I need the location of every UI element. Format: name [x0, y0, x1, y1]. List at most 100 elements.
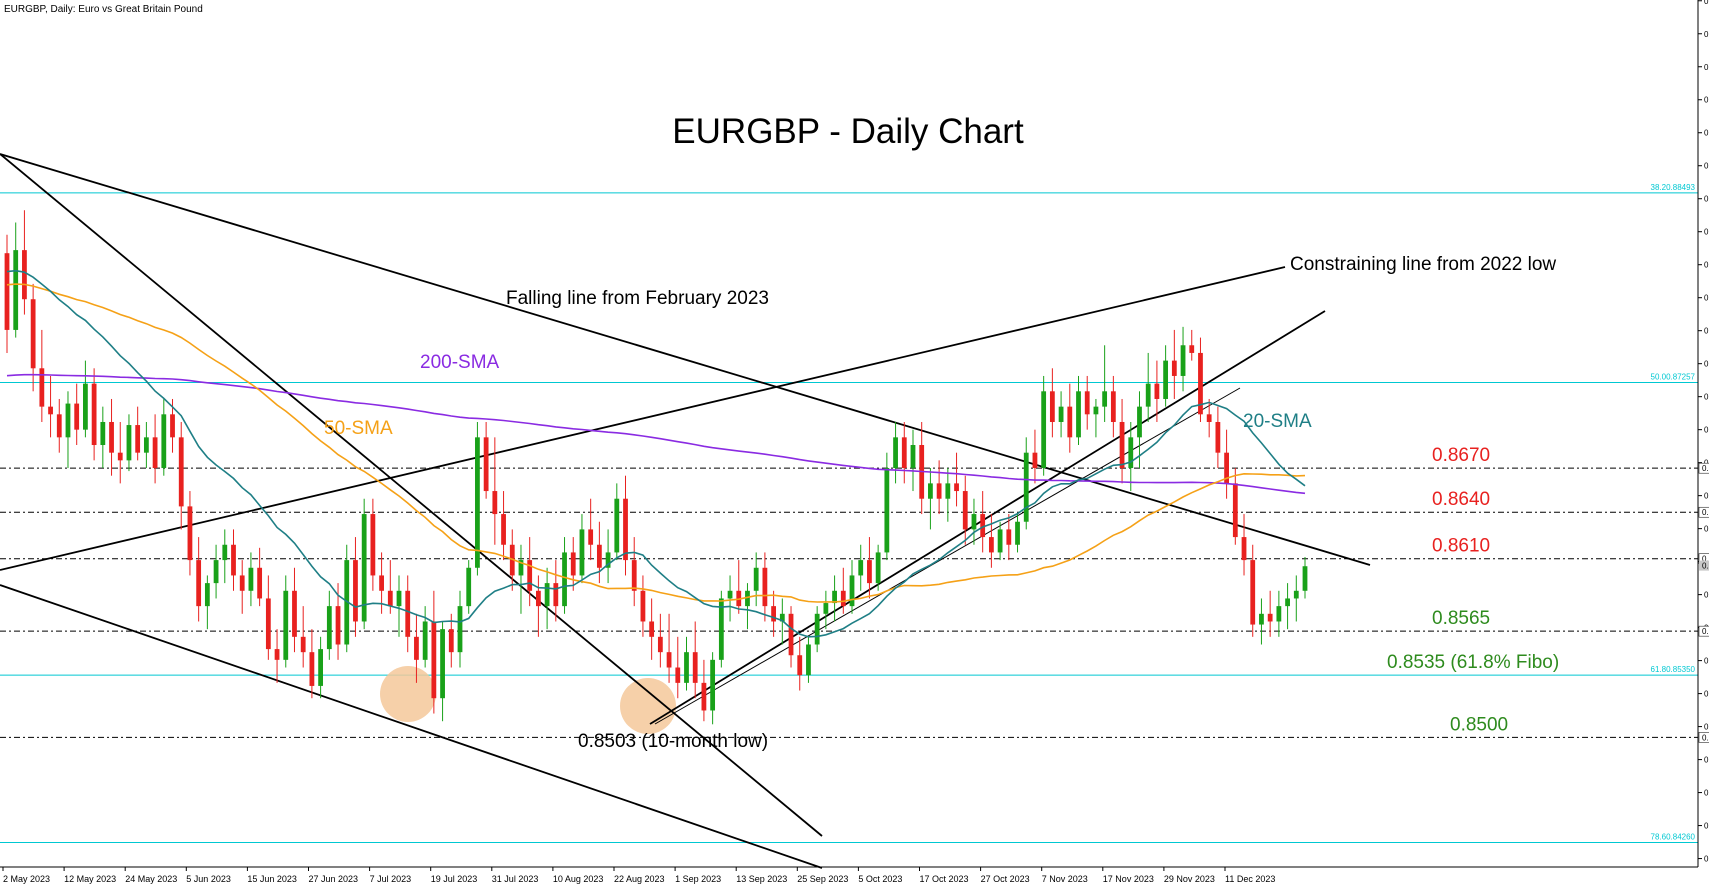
- candle-bull: [161, 414, 167, 469]
- candle-bull: [832, 590, 837, 604]
- candle-bear: [771, 606, 776, 622]
- candle-bear: [152, 437, 158, 469]
- candle-bull: [100, 421, 106, 446]
- candle-bear: [536, 590, 541, 607]
- price-tag-box: [1698, 462, 1709, 474]
- candle-bear: [109, 421, 114, 453]
- candle-bear: [797, 655, 803, 676]
- candle-bear: [492, 491, 498, 515]
- y-tick-label: 0.86950: [1704, 426, 1709, 435]
- price-tag-label: 0.86412: [1702, 508, 1709, 517]
- candle-bear: [509, 544, 515, 576]
- candle-bear: [553, 583, 559, 607]
- channel-upper-line: [0, 153, 823, 837]
- channel-lower-line: [0, 584, 823, 869]
- candle-bear: [483, 437, 489, 492]
- candle-bull: [65, 403, 71, 438]
- fibo-label: 50.00.87257: [1651, 373, 1696, 382]
- candle-bear: [596, 544, 602, 568]
- candle-bear: [962, 491, 968, 530]
- candle-bear: [840, 590, 846, 607]
- candle-bear: [196, 560, 202, 607]
- candle-bear: [631, 560, 637, 591]
- sma200-line: [6, 373, 1306, 495]
- candle-bear: [666, 652, 672, 668]
- candle-bull: [684, 652, 689, 683]
- x-tick-label: 5 Jun 2023: [186, 874, 231, 884]
- candle-bear: [762, 567, 768, 607]
- x-tick-label: 7 Jul 2023: [370, 874, 412, 884]
- x-tick-label: 7 Nov 2023: [1042, 874, 1088, 884]
- candle-bull: [204, 583, 210, 607]
- fibo-label: 78.60.84260: [1651, 832, 1696, 841]
- candle-bull: [928, 483, 933, 499]
- candle-bull: [849, 575, 855, 607]
- candle-bear: [649, 621, 655, 637]
- y-tick-label: 0.88455: [1704, 195, 1709, 204]
- y-tick-label: 0.88885: [1704, 129, 1709, 138]
- candle-bear: [1171, 360, 1177, 376]
- y-tick-label: 0.84800: [1704, 756, 1709, 765]
- candle-bull: [614, 498, 620, 553]
- candle-bear: [980, 514, 986, 538]
- sma20-label: 20-SMA: [1243, 411, 1312, 432]
- y-tick-label: 0.85230: [1704, 690, 1709, 699]
- candle-bull: [910, 445, 916, 469]
- low-annotation: 0.8503 (10-month low): [578, 731, 768, 752]
- candle-bear: [527, 560, 533, 591]
- constraining-line-label: Constraining line from 2022 low: [1290, 254, 1556, 275]
- moving-averages: [6, 269, 1306, 638]
- y-tick-label: 0.86305: [1704, 525, 1709, 534]
- candle-bear: [623, 498, 628, 561]
- candle-bear: [1189, 345, 1195, 353]
- candle-bear: [1006, 529, 1012, 545]
- candle-bull: [1093, 406, 1099, 415]
- candle-bull: [893, 437, 898, 469]
- x-tick-label: 31 Jul 2023: [492, 874, 539, 884]
- candle-bull: [1128, 437, 1134, 469]
- x-tick-label: 22 Aug 2023: [614, 874, 665, 884]
- candle-bear: [1198, 352, 1203, 415]
- x-tick-label: 15 Jun 2023: [247, 874, 297, 884]
- x-tick-label: 27 Jun 2023: [309, 874, 359, 884]
- candle-bear: [1084, 391, 1090, 415]
- candle-bear: [56, 414, 62, 438]
- last-price-tag-box: [1699, 560, 1709, 571]
- candle-bear: [178, 437, 184, 507]
- candle-bear: [231, 544, 236, 576]
- candle-bear: [1110, 391, 1116, 422]
- candle-bear: [22, 250, 27, 300]
- trend-lines: [0, 153, 1371, 869]
- candle-bull: [326, 606, 332, 650]
- candle-bull: [361, 514, 367, 622]
- y-tick-label: 0.87810: [1704, 294, 1709, 303]
- candle-bear: [1067, 406, 1073, 438]
- candle-bull: [222, 544, 228, 561]
- candle-bear: [657, 636, 663, 653]
- candle-bear: [265, 598, 271, 650]
- x-tick-label: 29 Nov 2023: [1164, 874, 1215, 884]
- x-tick-label: 12 May 2023: [64, 874, 116, 884]
- candle-bear: [135, 425, 141, 453]
- candle-bear: [91, 383, 97, 446]
- symbol-description: EURGBP, Daily: Euro vs Great Britain Pou…: [4, 4, 203, 15]
- candle-bear: [1250, 560, 1256, 625]
- level-label: 0.8670: [1432, 445, 1490, 466]
- candle-bull: [727, 590, 733, 599]
- candle-bull: [143, 437, 149, 453]
- sma50-label: 50-SMA: [324, 418, 393, 439]
- candle-bear: [867, 560, 872, 584]
- candle-bear: [675, 667, 681, 683]
- level-label: 0.8535 (61.8% Fibo): [1387, 652, 1559, 673]
- candle-bull: [213, 560, 219, 584]
- candle-bull: [779, 613, 785, 622]
- y-tick-label: 0.85875: [1704, 591, 1709, 600]
- candle-bear: [170, 414, 175, 438]
- rising-support-line-thin: [654, 387, 1241, 725]
- fibo-label: 38.20.88493: [1651, 183, 1696, 192]
- candle-bull: [1276, 606, 1282, 622]
- candle-bull: [126, 425, 132, 461]
- candle-bear: [309, 652, 315, 686]
- price-tag-box: [1698, 625, 1709, 637]
- y-tick-label: 0.86520: [1704, 492, 1709, 501]
